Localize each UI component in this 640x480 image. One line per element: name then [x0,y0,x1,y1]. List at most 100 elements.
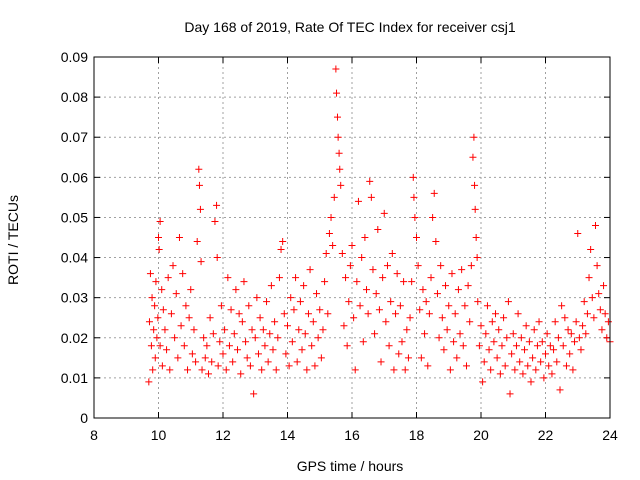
data-point [187,286,195,294]
data-point [451,310,459,318]
data-point [333,113,341,121]
data-point [256,314,264,322]
x-tick-label: 22 [538,427,554,443]
data-point [406,314,414,322]
data-point [408,278,416,286]
data-point [377,358,385,366]
data-point [477,322,485,330]
data-point [390,366,398,374]
data-point [156,342,164,350]
data-point [435,334,443,342]
data-point [272,366,280,374]
data-point [229,358,237,366]
data-point [149,366,157,374]
data-point [421,330,429,338]
data-point [253,294,261,302]
data-point [324,310,332,318]
data-point [277,246,285,254]
data-point [206,314,214,322]
data-point [296,298,304,306]
data-point [564,326,572,334]
data-point [254,350,262,358]
data-point [342,274,350,282]
data-point [174,354,182,362]
data-point [363,286,371,294]
data-point [230,330,238,338]
data-point [195,165,203,173]
data-point [336,165,344,173]
data-point [217,302,225,310]
data-point [580,298,588,306]
data-point [293,358,301,366]
x-tick-label: 10 [151,427,167,443]
data-point [587,246,595,254]
data-point [306,266,314,274]
data-point [388,250,396,258]
data-point [516,358,524,366]
data-point [333,89,341,97]
x-axis-label: GPS time / hours [297,458,404,474]
data-point [204,370,212,378]
data-point [572,318,580,326]
data-point [185,314,193,322]
data-point [330,193,338,201]
data-point [203,342,211,350]
data-point [517,334,525,342]
grid [94,57,610,418]
data-point [282,350,290,358]
data-point [246,362,254,370]
data-point [258,366,266,374]
data-point [232,286,240,294]
data-point [582,330,590,338]
data-point [482,330,490,338]
data-point [433,290,441,298]
data-point [508,350,516,358]
data-point [292,274,300,282]
data-point [583,310,591,318]
data-point [151,302,159,310]
data-point [530,326,538,334]
data-point [551,318,559,326]
data-point [483,302,491,310]
data-point [469,153,477,161]
data-point [237,370,245,378]
data-point [177,322,185,330]
data-point [398,338,406,346]
data-point [209,330,217,338]
y-tick-label: 0.06 [61,169,88,185]
data-point [450,338,458,346]
data-point [493,354,501,362]
data-point [379,274,387,282]
data-point [152,278,160,286]
data-point [490,338,498,346]
data-point [511,366,519,374]
data-point [224,274,232,282]
data-point [196,205,204,213]
data-point [538,338,546,346]
data-point [438,314,446,322]
data-point [180,342,188,350]
data-point [316,306,324,314]
data-point [193,238,201,246]
data-point [501,362,509,370]
data-point [361,234,369,241]
data-point [464,282,472,290]
data-point [387,298,395,306]
data-point [259,326,267,334]
data-point [171,334,179,342]
data-point [146,270,154,278]
data-point [169,262,177,270]
data-point [532,366,540,374]
data-point [419,286,427,294]
data-point [269,346,277,354]
data-point [470,133,478,141]
data-point [213,254,221,262]
data-point [147,342,155,350]
x-tick-label: 24 [602,427,618,443]
data-point [467,262,475,270]
data-point [311,362,319,370]
data-point [442,282,450,290]
data-point [309,318,317,326]
data-point [480,358,488,366]
data-point [396,302,404,310]
